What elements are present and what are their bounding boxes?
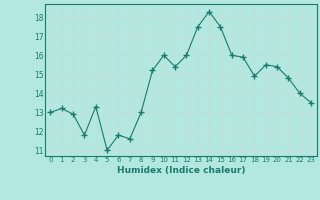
X-axis label: Humidex (Indice chaleur): Humidex (Indice chaleur)	[116, 166, 245, 175]
